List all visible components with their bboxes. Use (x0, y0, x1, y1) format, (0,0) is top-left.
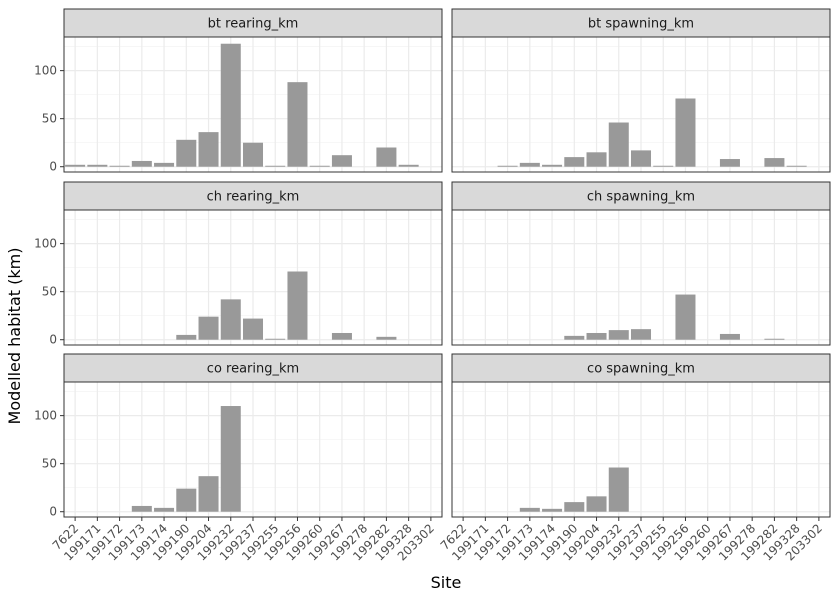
facet-strip-label: co rearing_km (207, 362, 299, 377)
facet-panel: ch rearing_km 0 50 100 (34, 181, 443, 347)
bar (331, 155, 352, 167)
bar (542, 164, 563, 167)
bar (586, 496, 607, 512)
bar (586, 332, 607, 340)
panel-border (63, 209, 443, 346)
bar (398, 164, 419, 167)
y-tick-label: 0 (49, 505, 57, 519)
bar (198, 316, 219, 340)
bar (65, 164, 86, 167)
y-tick-label: 50 (42, 112, 57, 126)
y-tick-label: 100 (34, 409, 57, 423)
bar (564, 335, 585, 340)
bar (242, 318, 264, 340)
panel-border (451, 209, 831, 346)
bar (608, 330, 629, 340)
facet-strip (63, 353, 443, 383)
bar (198, 476, 219, 512)
bar (764, 158, 785, 167)
bar (109, 165, 130, 167)
bar (176, 139, 197, 167)
facet-panel: co rearing_km050100762219917119917219917… (34, 353, 443, 564)
bar (719, 159, 740, 167)
bar (220, 406, 241, 512)
bar (198, 132, 219, 167)
bar (265, 165, 286, 167)
bar (131, 505, 152, 512)
bar (564, 157, 585, 167)
bar (519, 507, 540, 512)
bar (586, 152, 607, 167)
bar (608, 122, 629, 167)
x-axis-title: Site (431, 573, 462, 592)
y-axis-title: Modelled habitat (km) (5, 248, 24, 425)
y-tick-label: 0 (49, 333, 57, 347)
y-tick-label: 0 (49, 160, 57, 174)
facet-strip-label: bt rearing_km (208, 17, 299, 32)
facet-panel: co spawning_km76221991711991721991731991… (438, 353, 831, 564)
bar (764, 338, 785, 340)
y-tick-label: 100 (34, 237, 57, 251)
bar (376, 336, 397, 340)
bar (630, 150, 652, 167)
facet-strip (63, 181, 443, 211)
bar (87, 164, 108, 167)
bar (176, 488, 197, 512)
bar (176, 334, 197, 340)
y-tick-label: 100 (34, 64, 57, 78)
bar (131, 160, 152, 167)
bar (653, 165, 674, 167)
bar (719, 333, 740, 340)
bar (608, 467, 629, 512)
facet-strip-label: co spawning_km (587, 362, 695, 377)
bar (630, 329, 652, 340)
bar (675, 294, 696, 340)
bar (220, 299, 241, 340)
bar (309, 165, 330, 167)
bar (376, 147, 397, 167)
panel-border (451, 36, 831, 173)
bar (154, 162, 175, 167)
facet-strip (451, 181, 831, 211)
facet-strip (63, 8, 443, 38)
panel-border (63, 36, 443, 173)
bar (287, 82, 308, 167)
facet-strip (451, 353, 831, 383)
bar (331, 332, 352, 340)
facet-strip-label: ch rearing_km (207, 190, 300, 205)
bar (542, 508, 563, 512)
bar (786, 165, 807, 167)
facet-panel: ch spawning_km (451, 181, 831, 346)
facet-panel: bt spawning_km (451, 8, 831, 173)
bar (265, 338, 286, 340)
bar (220, 43, 241, 167)
facet-panel: bt rearing_km 0 50 100 (34, 8, 443, 174)
y-tick-label: 50 (42, 457, 57, 471)
bar (497, 165, 518, 167)
bar (287, 271, 308, 340)
facet-strip-label: ch spawning_km (587, 190, 695, 205)
bar (564, 502, 585, 512)
bar (154, 507, 175, 512)
y-tick-label: 50 (42, 285, 57, 299)
facet-strip-label: bt spawning_km (588, 17, 694, 32)
bar (519, 162, 540, 167)
bar (242, 142, 264, 167)
bar (675, 98, 696, 167)
